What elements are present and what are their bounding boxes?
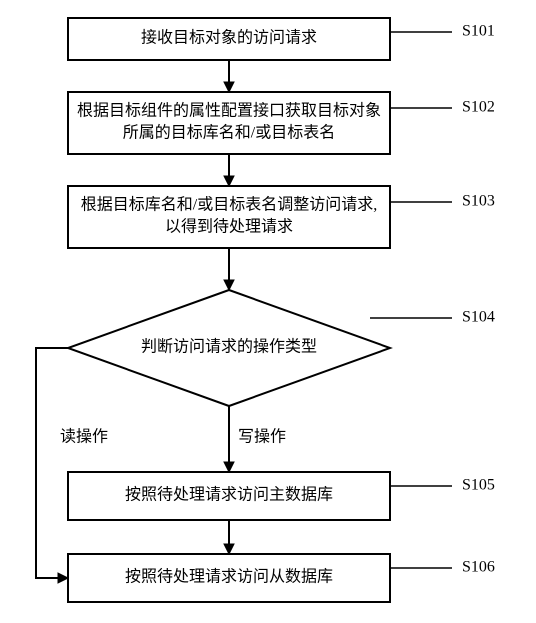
step-label-s106: S106: [462, 559, 495, 576]
node-text-s103-1: 以得到待处理请求: [165, 218, 293, 236]
node-text-s102-1: 所属的目标库名和/或目标表名: [123, 124, 335, 142]
flowchart: 写操作 读操作 接收目标对象的访问请求 S101 根据目标组件的属性配置接口获取目标对象…: [0, 0, 536, 623]
edge-label-e4: 写操作: [238, 428, 286, 446]
arrowhead: [224, 82, 234, 92]
arrowhead: [224, 176, 234, 186]
step-label-s102: S102: [462, 99, 495, 116]
edge-label-e5: 读操作: [60, 428, 108, 446]
step-label-s104: S104: [462, 309, 495, 326]
node-text-s106-0: 按照待处理请求访问从数据库: [125, 568, 333, 586]
step-label-s101: S101: [462, 23, 495, 40]
arrowhead: [58, 573, 68, 583]
node-s103: [68, 186, 390, 248]
node-text-s105-0: 按照待处理请求访问主数据库: [125, 486, 333, 504]
node-s102: [68, 92, 390, 154]
node-text-s101-0: 接收目标对象的访问请求: [141, 29, 317, 47]
node-text-s102-0: 根据目标组件的属性配置接口获取目标对象: [77, 102, 381, 120]
step-label-s105: S105: [462, 477, 495, 494]
step-label-s103: S103: [462, 193, 495, 210]
arrowhead: [224, 280, 234, 290]
edge-e5: [36, 348, 68, 578]
arrowhead: [224, 462, 234, 472]
node-text-s103-0: 根据目标库名和/或目标表名调整访问请求,: [81, 196, 377, 214]
arrowhead: [224, 544, 234, 554]
node-text-s104-0: 判断访问请求的操作类型: [141, 338, 317, 356]
